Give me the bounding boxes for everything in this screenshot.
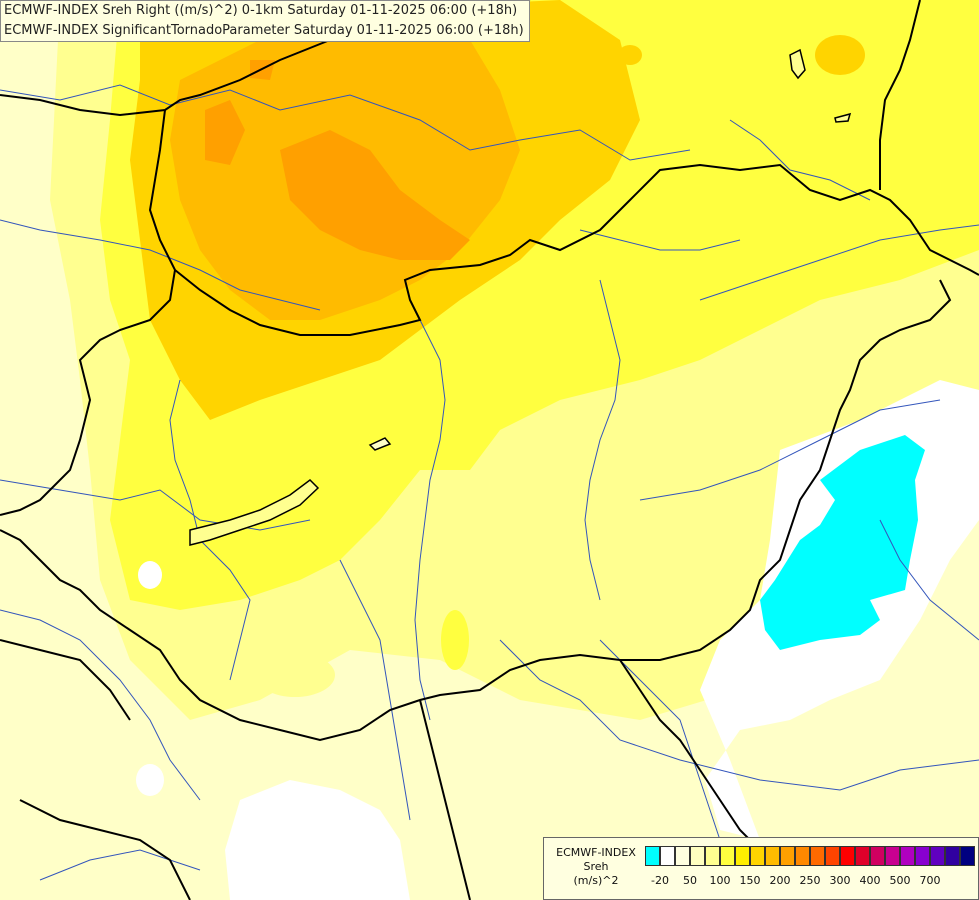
legend-color-cell [750,846,765,866]
legend-color-cell [825,846,840,866]
legend-labels: -20 50 100 150 200 250 300 400 500 700 [645,874,975,890]
legend-color-cell [855,846,870,866]
lake [834,112,852,123]
lake [189,479,320,546]
legend-label: 150 [739,874,761,887]
legend: ECMWF-INDEX Sreh (m/s)^2 -20 50 100 150 200 2… [543,837,979,900]
legend-label: 300 [829,874,851,887]
legend-label: 50 [683,874,697,887]
legend-color-cell [915,846,930,866]
rivers [0,84,979,881]
legend-label: 700 [919,874,941,887]
lake [789,48,806,80]
legend-title-line-3: (m/s)^2 [573,874,619,887]
legend-title-line-1: ECMWF-INDEX [556,846,636,859]
legend-label: -20 [651,874,669,887]
legend-color-cell [735,846,750,866]
legend-color-cell [645,846,660,866]
legend-color-cell [675,846,690,866]
legend-color-cell [810,846,825,866]
legend-color-cell [960,846,975,866]
legend-label: 100 [709,874,731,887]
legend-title-line-2: Sreh [583,860,609,873]
map-title-box: ECMWF-INDEX Sreh Right ((m/s)^2) 0-1km S… [0,0,530,42]
sreh-spot [138,561,162,589]
sreh-zone-cyan [760,435,925,650]
legend-color-scale [645,846,975,866]
sreh-spot [815,35,865,75]
legend-color-cell [900,846,915,866]
sreh-spot [255,653,335,697]
legend-label: 400 [859,874,881,887]
sreh-spot [618,45,642,65]
legend-color-cell [795,846,810,866]
legend-color-cell [660,846,675,866]
sreh-zone-deep-orange [205,100,245,165]
sreh-spot [441,610,469,670]
legend-color-cell [840,846,855,866]
sreh-spot [136,764,164,796]
legend-color-cell [945,846,960,866]
legend-color-cell [705,846,720,866]
legend-color-cell [885,846,900,866]
legend-color-cell [780,846,795,866]
legend-color-cell [690,846,705,866]
legend-color-cell [930,846,945,866]
legend-title: ECMWF-INDEX Sreh (m/s)^2 [550,846,642,888]
sreh-zone-white [225,780,410,900]
legend-color-cell [765,846,780,866]
map-title-line-1: ECMWF-INDEX Sreh Right ((m/s)^2) 0-1km S… [4,3,518,18]
legend-label: 250 [799,874,821,887]
legend-label: 500 [889,874,911,887]
legend-label: 200 [769,874,791,887]
legend-color-cell [720,846,735,866]
sreh-zone-deep-orange [280,130,470,260]
lake [368,437,392,451]
legend-color-cell [870,846,885,866]
map-title-line-2: ECMWF-INDEX SignificantTornadoParameter … [4,23,524,38]
